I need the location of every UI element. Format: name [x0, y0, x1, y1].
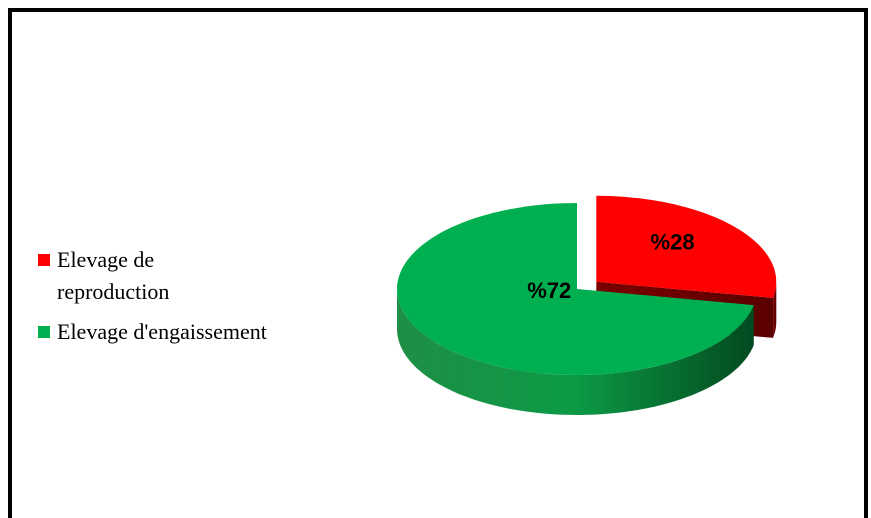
legend-item: Elevage d'engaissement [36, 316, 267, 348]
legend-label: Elevage de reproduction [57, 247, 170, 304]
data-label: %28 [651, 229, 695, 254]
legend-swatch [38, 254, 50, 266]
slice-side [773, 281, 777, 338]
slice [397, 203, 754, 375]
frame [8, 8, 868, 518]
legend-label: Elevage d'engaissement [57, 319, 267, 344]
slice [596, 195, 777, 298]
pie: %28 %72 [397, 195, 777, 415]
legend-item: Elevage de reproduction [36, 244, 206, 308]
legend: Elevage de reproduction Elevage d'engaiss… [36, 244, 267, 356]
slice-side [397, 289, 754, 415]
data-label: %72 [527, 278, 571, 303]
legend-swatch [38, 326, 50, 338]
